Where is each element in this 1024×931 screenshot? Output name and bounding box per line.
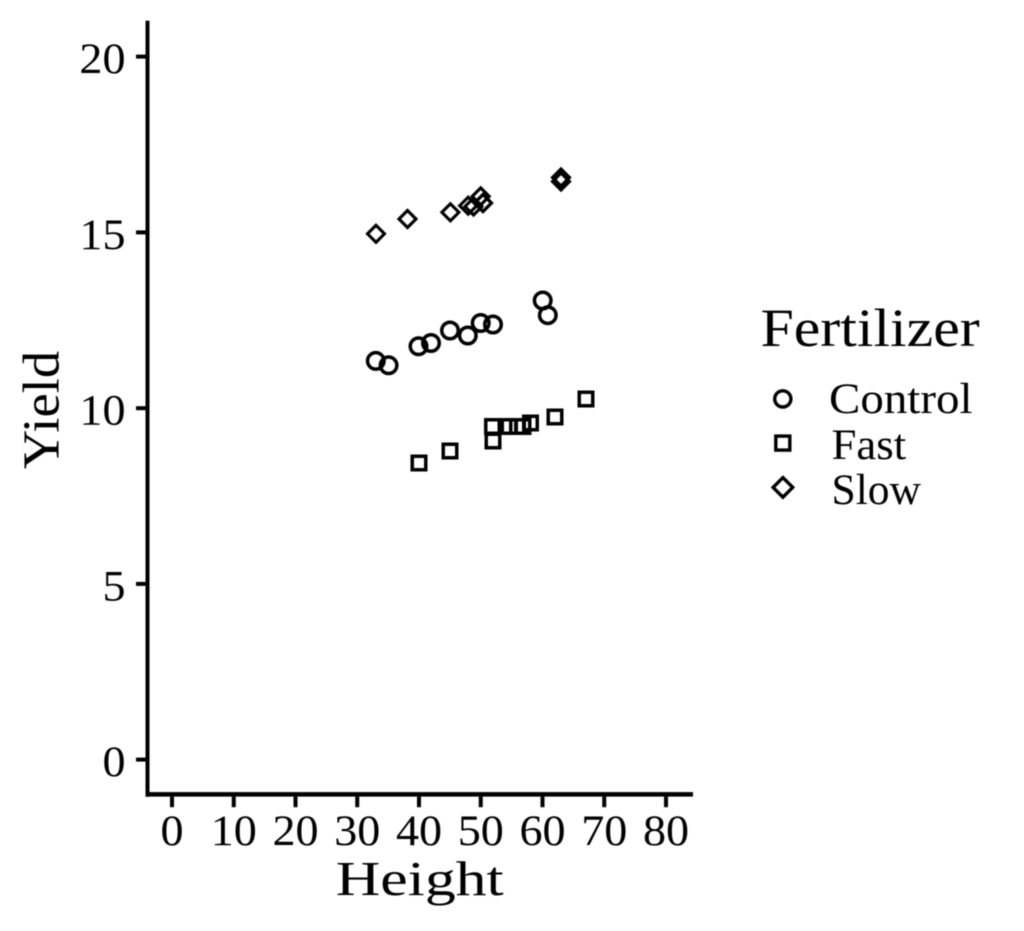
svg-text:60: 60 <box>519 806 565 855</box>
svg-text:Yield: Yield <box>12 351 71 469</box>
svg-text:5: 5 <box>102 561 125 610</box>
svg-text:40: 40 <box>396 806 442 855</box>
svg-text:Slow: Slow <box>832 466 922 514</box>
svg-text:10: 10 <box>79 386 125 435</box>
svg-text:0: 0 <box>160 806 183 855</box>
svg-text:15: 15 <box>79 210 125 259</box>
svg-text:0: 0 <box>102 737 125 786</box>
svg-text:30: 30 <box>334 806 380 855</box>
svg-text:20: 20 <box>79 34 125 83</box>
svg-text:Fertilizer: Fertilizer <box>761 299 980 358</box>
svg-text:50: 50 <box>458 806 504 855</box>
svg-text:Control: Control <box>829 375 973 423</box>
svg-text:70: 70 <box>581 806 627 855</box>
svg-text:20: 20 <box>272 806 318 855</box>
svg-text:Height: Height <box>336 852 505 907</box>
svg-text:Fast: Fast <box>832 420 907 468</box>
svg-text:10: 10 <box>211 806 257 855</box>
svg-text:80: 80 <box>643 806 689 855</box>
